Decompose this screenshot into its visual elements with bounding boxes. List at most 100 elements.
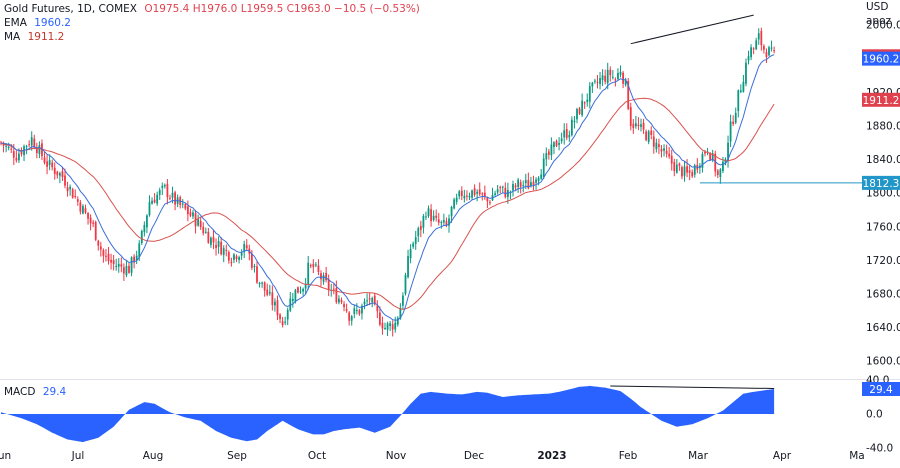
candle-body	[425, 216, 427, 218]
candle-body	[453, 199, 456, 209]
candle-body	[20, 151, 23, 155]
candle-body	[82, 206, 84, 214]
candle-body	[663, 148, 665, 151]
x-tick-label: Aug	[143, 450, 164, 462]
candle-body	[599, 78, 601, 85]
candle-body	[338, 298, 340, 303]
resistance-trendline[interactable]	[630, 14, 754, 45]
candle-body	[476, 191, 479, 194]
candle-body	[291, 298, 294, 301]
price-tick-label: 1600.0	[866, 356, 900, 368]
x-tick-label: Jun	[0, 450, 11, 462]
candle-body	[130, 257, 133, 273]
candle-body	[320, 273, 322, 280]
candle-body	[609, 69, 612, 76]
candle-body	[693, 165, 696, 175]
ma-value: 1911.2	[27, 31, 65, 43]
candle-body	[407, 256, 409, 278]
candle-body	[483, 192, 486, 197]
candle-body	[414, 237, 417, 244]
candle-body	[750, 47, 752, 58]
candle-body	[361, 305, 363, 314]
candle-body	[74, 195, 77, 197]
candle-body	[506, 190, 509, 198]
candle-body	[135, 255, 138, 261]
candle-body	[530, 182, 532, 187]
candle-body	[158, 190, 161, 195]
price-tick-label: 1720.0	[866, 255, 900, 267]
candle-body	[688, 170, 691, 173]
candle-body	[222, 248, 225, 255]
candle-body	[174, 192, 176, 205]
candle-body	[340, 299, 343, 303]
candle-body	[245, 245, 248, 249]
price-tag-support	[862, 175, 900, 190]
candle-body	[627, 80, 630, 109]
candle-body	[658, 144, 660, 148]
candle-body	[601, 75, 604, 81]
candle-body	[268, 291, 271, 294]
candle-body	[138, 243, 141, 258]
candle-body	[143, 224, 146, 233]
candle-body	[263, 282, 266, 291]
candle-body	[489, 202, 491, 204]
candle-body	[230, 261, 233, 263]
candle-body	[332, 288, 335, 290]
candle-body	[402, 295, 404, 306]
candle-body	[189, 212, 192, 216]
candle-body	[686, 166, 688, 173]
candle-body	[722, 161, 724, 172]
candle-body	[404, 275, 407, 294]
price-tick-label: 1800.0	[866, 188, 900, 200]
candle-body	[727, 142, 729, 161]
candle-body	[102, 250, 105, 256]
candle-body	[64, 175, 66, 186]
candle-body	[765, 52, 768, 57]
candle-body	[171, 192, 174, 198]
candle-body	[752, 48, 755, 50]
price-tick-label: 1680.0	[866, 289, 900, 301]
candle-body	[568, 134, 571, 138]
candle-body	[307, 262, 310, 285]
candle-body	[378, 312, 381, 325]
candle-body	[675, 164, 678, 173]
candle-body	[207, 231, 210, 243]
candle-body	[496, 189, 499, 193]
candle-body	[637, 124, 640, 127]
candle-body	[350, 316, 353, 321]
candle-body	[92, 222, 95, 224]
x-tick-label: Feb	[619, 450, 638, 462]
candle-body	[128, 265, 130, 273]
x-tick-label: Sep	[227, 450, 247, 462]
candle-body	[281, 321, 284, 326]
macd-trendline[interactable]	[610, 385, 775, 389]
candle-body	[757, 33, 760, 40]
candle-body	[115, 266, 118, 268]
candle-body	[38, 145, 41, 154]
candle-body	[611, 76, 614, 78]
candle-body	[555, 141, 558, 147]
candle-body	[399, 307, 402, 319]
candle-body	[161, 185, 164, 188]
candle-body	[432, 215, 435, 220]
candle-body	[212, 236, 215, 243]
candle-body	[683, 166, 686, 176]
candle-body	[243, 243, 246, 253]
x-tick-label: Jul	[71, 450, 85, 462]
candle-body	[163, 184, 166, 187]
candle-body	[112, 260, 115, 264]
candle-body	[760, 30, 763, 46]
candle-body	[343, 303, 345, 308]
candle-body	[148, 202, 151, 216]
candle-body	[202, 226, 205, 234]
candle-body	[732, 121, 735, 124]
candle-body	[442, 220, 445, 223]
candle-body	[394, 322, 397, 330]
candle-body	[739, 90, 742, 92]
candle-body	[166, 183, 169, 198]
candle-body	[146, 215, 148, 228]
candle-body	[271, 292, 274, 306]
ema-label: EMA	[4, 17, 27, 29]
price-tag-ma-text: 1911.2	[863, 95, 900, 107]
